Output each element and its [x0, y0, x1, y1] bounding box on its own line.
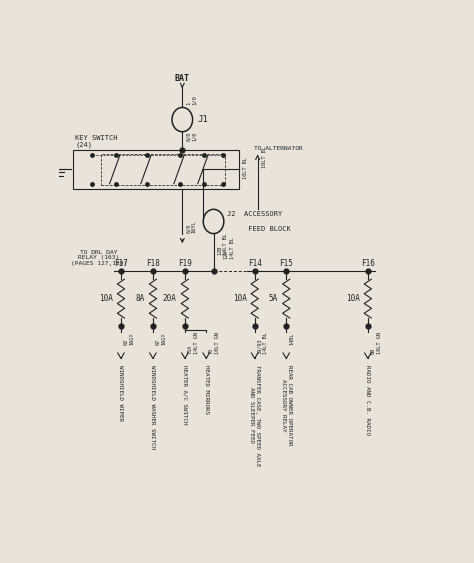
Text: 67
16GY: 67 16GY	[156, 332, 167, 345]
Text: F17: F17	[114, 259, 128, 268]
Text: 39/93
14LT BL: 39/93 14LT BL	[258, 332, 268, 354]
Text: 10A: 10A	[346, 294, 360, 303]
Text: 62
16GY: 62 16GY	[124, 332, 135, 345]
Text: J1: J1	[197, 115, 208, 124]
Bar	[73, 150, 239, 189]
Text: 10LT BL: 10LT BL	[243, 157, 248, 179]
Text: 5A: 5A	[269, 294, 278, 303]
Text: 75A
14LT GN: 75A 14LT GN	[188, 332, 199, 354]
Text: F19: F19	[178, 259, 192, 268]
Text: 1
1/0: 1 1/0	[186, 95, 197, 105]
Text: 10A: 10A	[99, 294, 113, 303]
Text: WINDSHIELD WIPER: WINDSHIELD WIPER	[118, 364, 123, 421]
Text: 12A
14LT BL: 12A 14LT BL	[224, 238, 235, 260]
Text: 12B
14LT BL: 12B 14LT BL	[217, 233, 228, 255]
Text: 70
10LT GN: 70 10LT GN	[209, 332, 220, 354]
Text: 20A: 20A	[163, 294, 177, 303]
Text: HEATED MIRRORS: HEATED MIRRORS	[204, 364, 209, 413]
Text: RADIO AND C.B. RADIO: RADIO AND C.B. RADIO	[365, 364, 370, 435]
Text: REAR CAB OWNER OPERATOR
ACCESSORY RELAY: REAR CAB OWNER OPERATOR ACCESSORY RELAY	[281, 364, 292, 445]
Text: WINDSHIELD WASHER SWITCH: WINDSHIELD WASHER SWITCH	[150, 364, 155, 449]
Text: BAT: BAT	[175, 74, 190, 83]
Text: TO ALTERNATOR: TO ALTERNATOR	[254, 146, 303, 151]
Text: TRANSFER CASE, TWO SPEED AXLE
AND SLEEPER FEED: TRANSFER CASE, TWO SPEED AXLE AND SLEEPE…	[249, 364, 260, 466]
Text: 10LT BL: 10LT BL	[262, 146, 267, 168]
Text: F14: F14	[248, 259, 262, 268]
Text: 14BL: 14BL	[289, 332, 294, 345]
Text: TO DRL DAY
RELAY (163)
(PAGES 127,129): TO DRL DAY RELAY (163) (PAGES 127,129)	[71, 249, 127, 266]
Text: HEATER A/C SWITCH: HEATER A/C SWITCH	[182, 364, 187, 424]
Text: 6/0
1/0: 6/0 1/0	[186, 131, 197, 141]
Text: 6/0
16YL: 6/0 16YL	[186, 221, 197, 233]
Text: 8A: 8A	[136, 294, 145, 303]
Text: F15: F15	[279, 259, 293, 268]
Text: 10A: 10A	[233, 294, 246, 303]
Bar	[101, 154, 225, 185]
Text: 68
10LT GN: 68 10LT GN	[371, 332, 382, 354]
Text: F16: F16	[361, 259, 375, 268]
Text: KEY SWITCH
(24): KEY SWITCH (24)	[75, 135, 118, 148]
Text: J2  ACCESSORY: J2 ACCESSORY	[227, 211, 282, 217]
Text: FEED BLOCK: FEED BLOCK	[227, 226, 291, 232]
Text: F18: F18	[146, 259, 160, 268]
